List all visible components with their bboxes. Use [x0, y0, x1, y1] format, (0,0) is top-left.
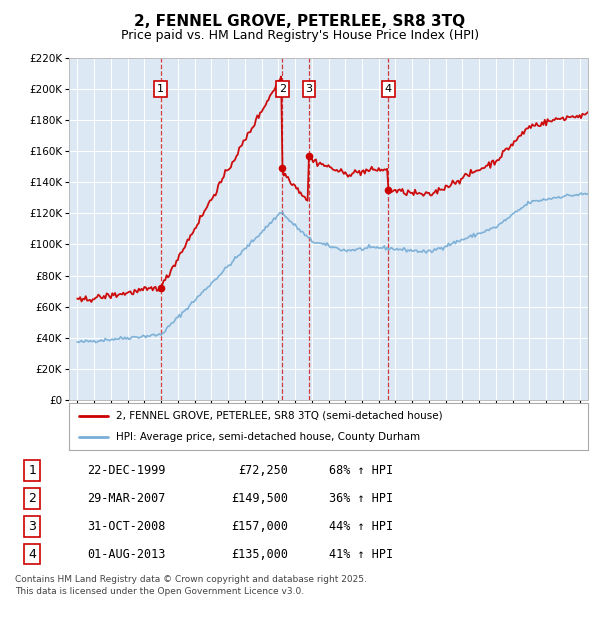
Text: 4: 4 — [28, 547, 36, 560]
Text: 68% ↑ HPI: 68% ↑ HPI — [329, 464, 393, 477]
Text: 3: 3 — [28, 520, 36, 533]
Text: 31-OCT-2008: 31-OCT-2008 — [87, 520, 165, 533]
Text: £72,250: £72,250 — [239, 464, 289, 477]
Text: 2, FENNEL GROVE, PETERLEE, SR8 3TQ: 2, FENNEL GROVE, PETERLEE, SR8 3TQ — [134, 14, 466, 29]
Text: 1: 1 — [28, 464, 36, 477]
Text: 2: 2 — [279, 84, 286, 94]
Text: 22-DEC-1999: 22-DEC-1999 — [87, 464, 165, 477]
Text: 2, FENNEL GROVE, PETERLEE, SR8 3TQ (semi-detached house): 2, FENNEL GROVE, PETERLEE, SR8 3TQ (semi… — [116, 410, 442, 420]
Text: Contains HM Land Registry data © Crown copyright and database right 2025.
This d: Contains HM Land Registry data © Crown c… — [15, 575, 367, 596]
Text: £157,000: £157,000 — [232, 520, 289, 533]
Text: £135,000: £135,000 — [232, 547, 289, 560]
Text: Price paid vs. HM Land Registry's House Price Index (HPI): Price paid vs. HM Land Registry's House … — [121, 30, 479, 42]
Text: 2: 2 — [28, 492, 36, 505]
Text: 1: 1 — [157, 84, 164, 94]
Text: 3: 3 — [305, 84, 313, 94]
Text: 29-MAR-2007: 29-MAR-2007 — [87, 492, 165, 505]
Text: 01-AUG-2013: 01-AUG-2013 — [87, 547, 165, 560]
Text: £149,500: £149,500 — [232, 492, 289, 505]
Text: 41% ↑ HPI: 41% ↑ HPI — [329, 547, 393, 560]
Text: 4: 4 — [385, 84, 392, 94]
Text: 44% ↑ HPI: 44% ↑ HPI — [329, 520, 393, 533]
Text: HPI: Average price, semi-detached house, County Durham: HPI: Average price, semi-detached house,… — [116, 432, 420, 442]
Text: 36% ↑ HPI: 36% ↑ HPI — [329, 492, 393, 505]
